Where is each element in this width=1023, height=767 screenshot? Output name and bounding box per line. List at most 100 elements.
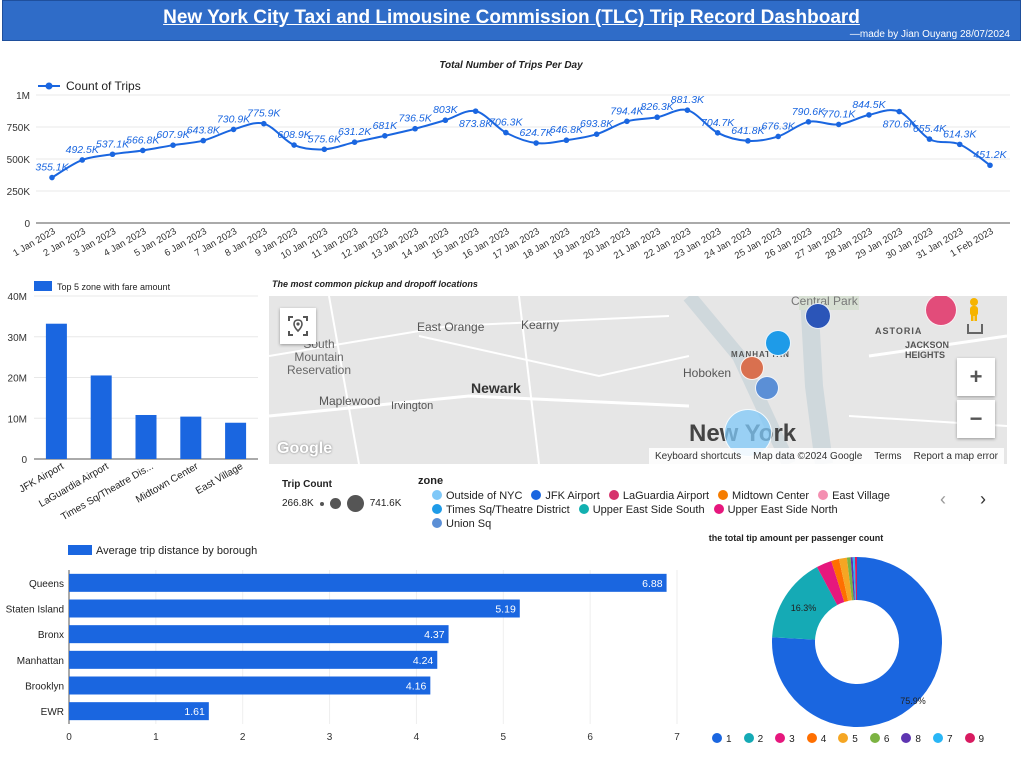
distance-bar[interactable] <box>69 625 449 644</box>
zone-legend-item[interactable]: LaGuardia Airport <box>608 490 709 502</box>
legend-next-icon[interactable]: › <box>980 489 986 509</box>
trips-data-point[interactable] <box>109 151 116 158</box>
donut-legend-label: 2 <box>757 734 764 745</box>
map-view[interactable]: Central Park East Orange Kearny ASTORIA … <box>269 296 1007 464</box>
zone-legend-item[interactable]: Union Sq <box>432 518 491 530</box>
donut-slice[interactable] <box>852 557 856 601</box>
zone-legend-item[interactable]: Upper East Side North <box>713 504 838 516</box>
trips-data-label: 537.1K <box>96 138 130 150</box>
trips-data-point[interactable] <box>321 146 328 153</box>
trips-data-point[interactable] <box>805 119 812 125</box>
distance-bar[interactable] <box>69 650 438 669</box>
distance-bar[interactable] <box>69 599 520 618</box>
trips-data-point[interactable] <box>987 162 993 169</box>
trips-data-point[interactable] <box>714 129 721 136</box>
donut-legend-item[interactable]: 8 <box>901 733 921 745</box>
donut-legend-item[interactable]: 6 <box>869 733 889 745</box>
legend-prev-icon[interactable]: ‹ <box>940 489 946 509</box>
zone-legend-item[interactable]: Outside of NYC <box>432 490 522 502</box>
line-chart-legend[interactable]: Count of Trips <box>38 79 141 93</box>
trips-data-point[interactable] <box>139 147 146 154</box>
trips-data-point[interactable] <box>412 125 418 132</box>
trips-data-point[interactable] <box>593 131 600 137</box>
zoom-in-button[interactable]: + <box>957 358 995 396</box>
map-bubble-times-sq[interactable] <box>765 330 791 356</box>
trips-data-point[interactable] <box>654 114 660 121</box>
zone-legend-item[interactable]: Times Sq/Theatre District <box>432 504 570 516</box>
zoom-out-button[interactable]: − <box>957 400 995 438</box>
trips-data-point[interactable] <box>563 137 570 144</box>
donut-slice[interactable] <box>850 557 855 601</box>
fare-bar[interactable] <box>225 422 247 459</box>
trips-data-point[interactable] <box>896 108 903 115</box>
hbar-chart-legend[interactable]: Average trip distance by borough <box>68 545 257 557</box>
donut-legend-item[interactable]: 4 <box>806 733 827 745</box>
distance-bar[interactable] <box>69 702 209 721</box>
trips-data-point[interactable] <box>835 121 842 128</box>
donut-slice[interactable] <box>831 558 849 602</box>
donut-legend-item[interactable]: 2 <box>743 733 764 745</box>
report-map-error-link[interactable]: Report a map error <box>913 450 999 462</box>
trips-data-point[interactable] <box>472 108 479 114</box>
zone-legend-item[interactable]: East Village <box>818 490 890 502</box>
donut-legend-label: 4 <box>820 734 827 745</box>
donut-slice[interactable] <box>838 557 852 601</box>
donut-slice[interactable] <box>772 567 838 640</box>
donut-slice[interactable] <box>846 557 854 601</box>
trips-data-point[interactable] <box>170 142 176 148</box>
trips-data-point[interactable] <box>745 138 751 144</box>
map-bubble-midtown[interactable] <box>740 356 764 380</box>
zone-legend-label: Midtown Center <box>732 490 810 502</box>
legend-color-dot-icon <box>806 733 817 743</box>
locate-me-button[interactable] <box>280 308 316 344</box>
trips-data-label: 881.3K <box>671 94 705 106</box>
keyboard-shortcuts-link[interactable]: Keyboard shortcuts <box>655 450 742 462</box>
zone-legend-item[interactable]: Upper East Side South <box>578 504 705 516</box>
zone-legend-item[interactable]: JFK Airport <box>531 490 600 502</box>
trips-data-point[interactable] <box>230 126 237 133</box>
trips-data-point[interactable] <box>866 112 872 118</box>
distance-bar[interactable] <box>69 676 431 695</box>
donut-slice[interactable] <box>772 557 942 727</box>
donut-legend-label: 8 <box>915 734 921 745</box>
trips-data-point[interactable] <box>956 141 963 148</box>
fare-bar[interactable] <box>135 414 157 459</box>
map-bubble-upper-east[interactable] <box>805 303 831 329</box>
trips-data-point[interactable] <box>624 118 630 125</box>
trips-data-point[interactable] <box>382 133 388 139</box>
distance-value-label: 1.61 <box>184 706 205 718</box>
tip-per-passenger-donut-chart: the total tip amount per passenger count… <box>709 533 942 727</box>
trips-data-point[interactable] <box>200 137 207 144</box>
trips-data-point[interactable] <box>926 136 933 142</box>
donut-legend-item[interactable]: 7 <box>932 733 953 745</box>
bar-chart-legend[interactable]: Top 5 zone with fare amount <box>34 281 171 292</box>
map-bubble-laguardia[interactable] <box>925 296 957 326</box>
donut-legend-item[interactable]: 9 <box>964 733 984 745</box>
trips-data-point[interactable] <box>684 107 691 113</box>
terms-link[interactable]: Terms <box>874 450 902 462</box>
fullscreen-icon[interactable] <box>967 324 983 334</box>
zone-legend-label: East Village <box>832 490 890 502</box>
trips-data-point[interactable] <box>351 139 358 146</box>
donut-slice[interactable] <box>854 557 857 601</box>
fare-bar[interactable] <box>45 323 67 459</box>
trips-data-point[interactable] <box>49 174 55 181</box>
street-view-pegman-icon[interactable] <box>963 296 985 322</box>
trips-data-point[interactable] <box>442 117 449 124</box>
trips-data-point[interactable] <box>775 133 781 140</box>
donut-legend-item[interactable]: 1 <box>712 733 732 745</box>
fare-bar[interactable] <box>180 416 202 459</box>
fare-bar[interactable] <box>90 375 112 459</box>
donut-legend-item[interactable]: 5 <box>838 733 858 745</box>
donut-legend-item[interactable]: 3 <box>775 733 795 745</box>
donut-slice[interactable] <box>816 560 845 605</box>
map-bubble-union-sq[interactable] <box>755 376 779 400</box>
trips-data-point[interactable] <box>503 129 509 136</box>
trips-data-point[interactable] <box>533 140 539 146</box>
trips-data-point[interactable] <box>291 142 297 148</box>
trips-data-point[interactable] <box>261 120 267 127</box>
zone-legend-item[interactable]: Midtown Center <box>718 490 809 502</box>
distance-bar[interactable] <box>69 573 667 592</box>
trips-data-point[interactable] <box>79 157 86 163</box>
hbar-x-tick-label: 4 <box>414 732 420 743</box>
